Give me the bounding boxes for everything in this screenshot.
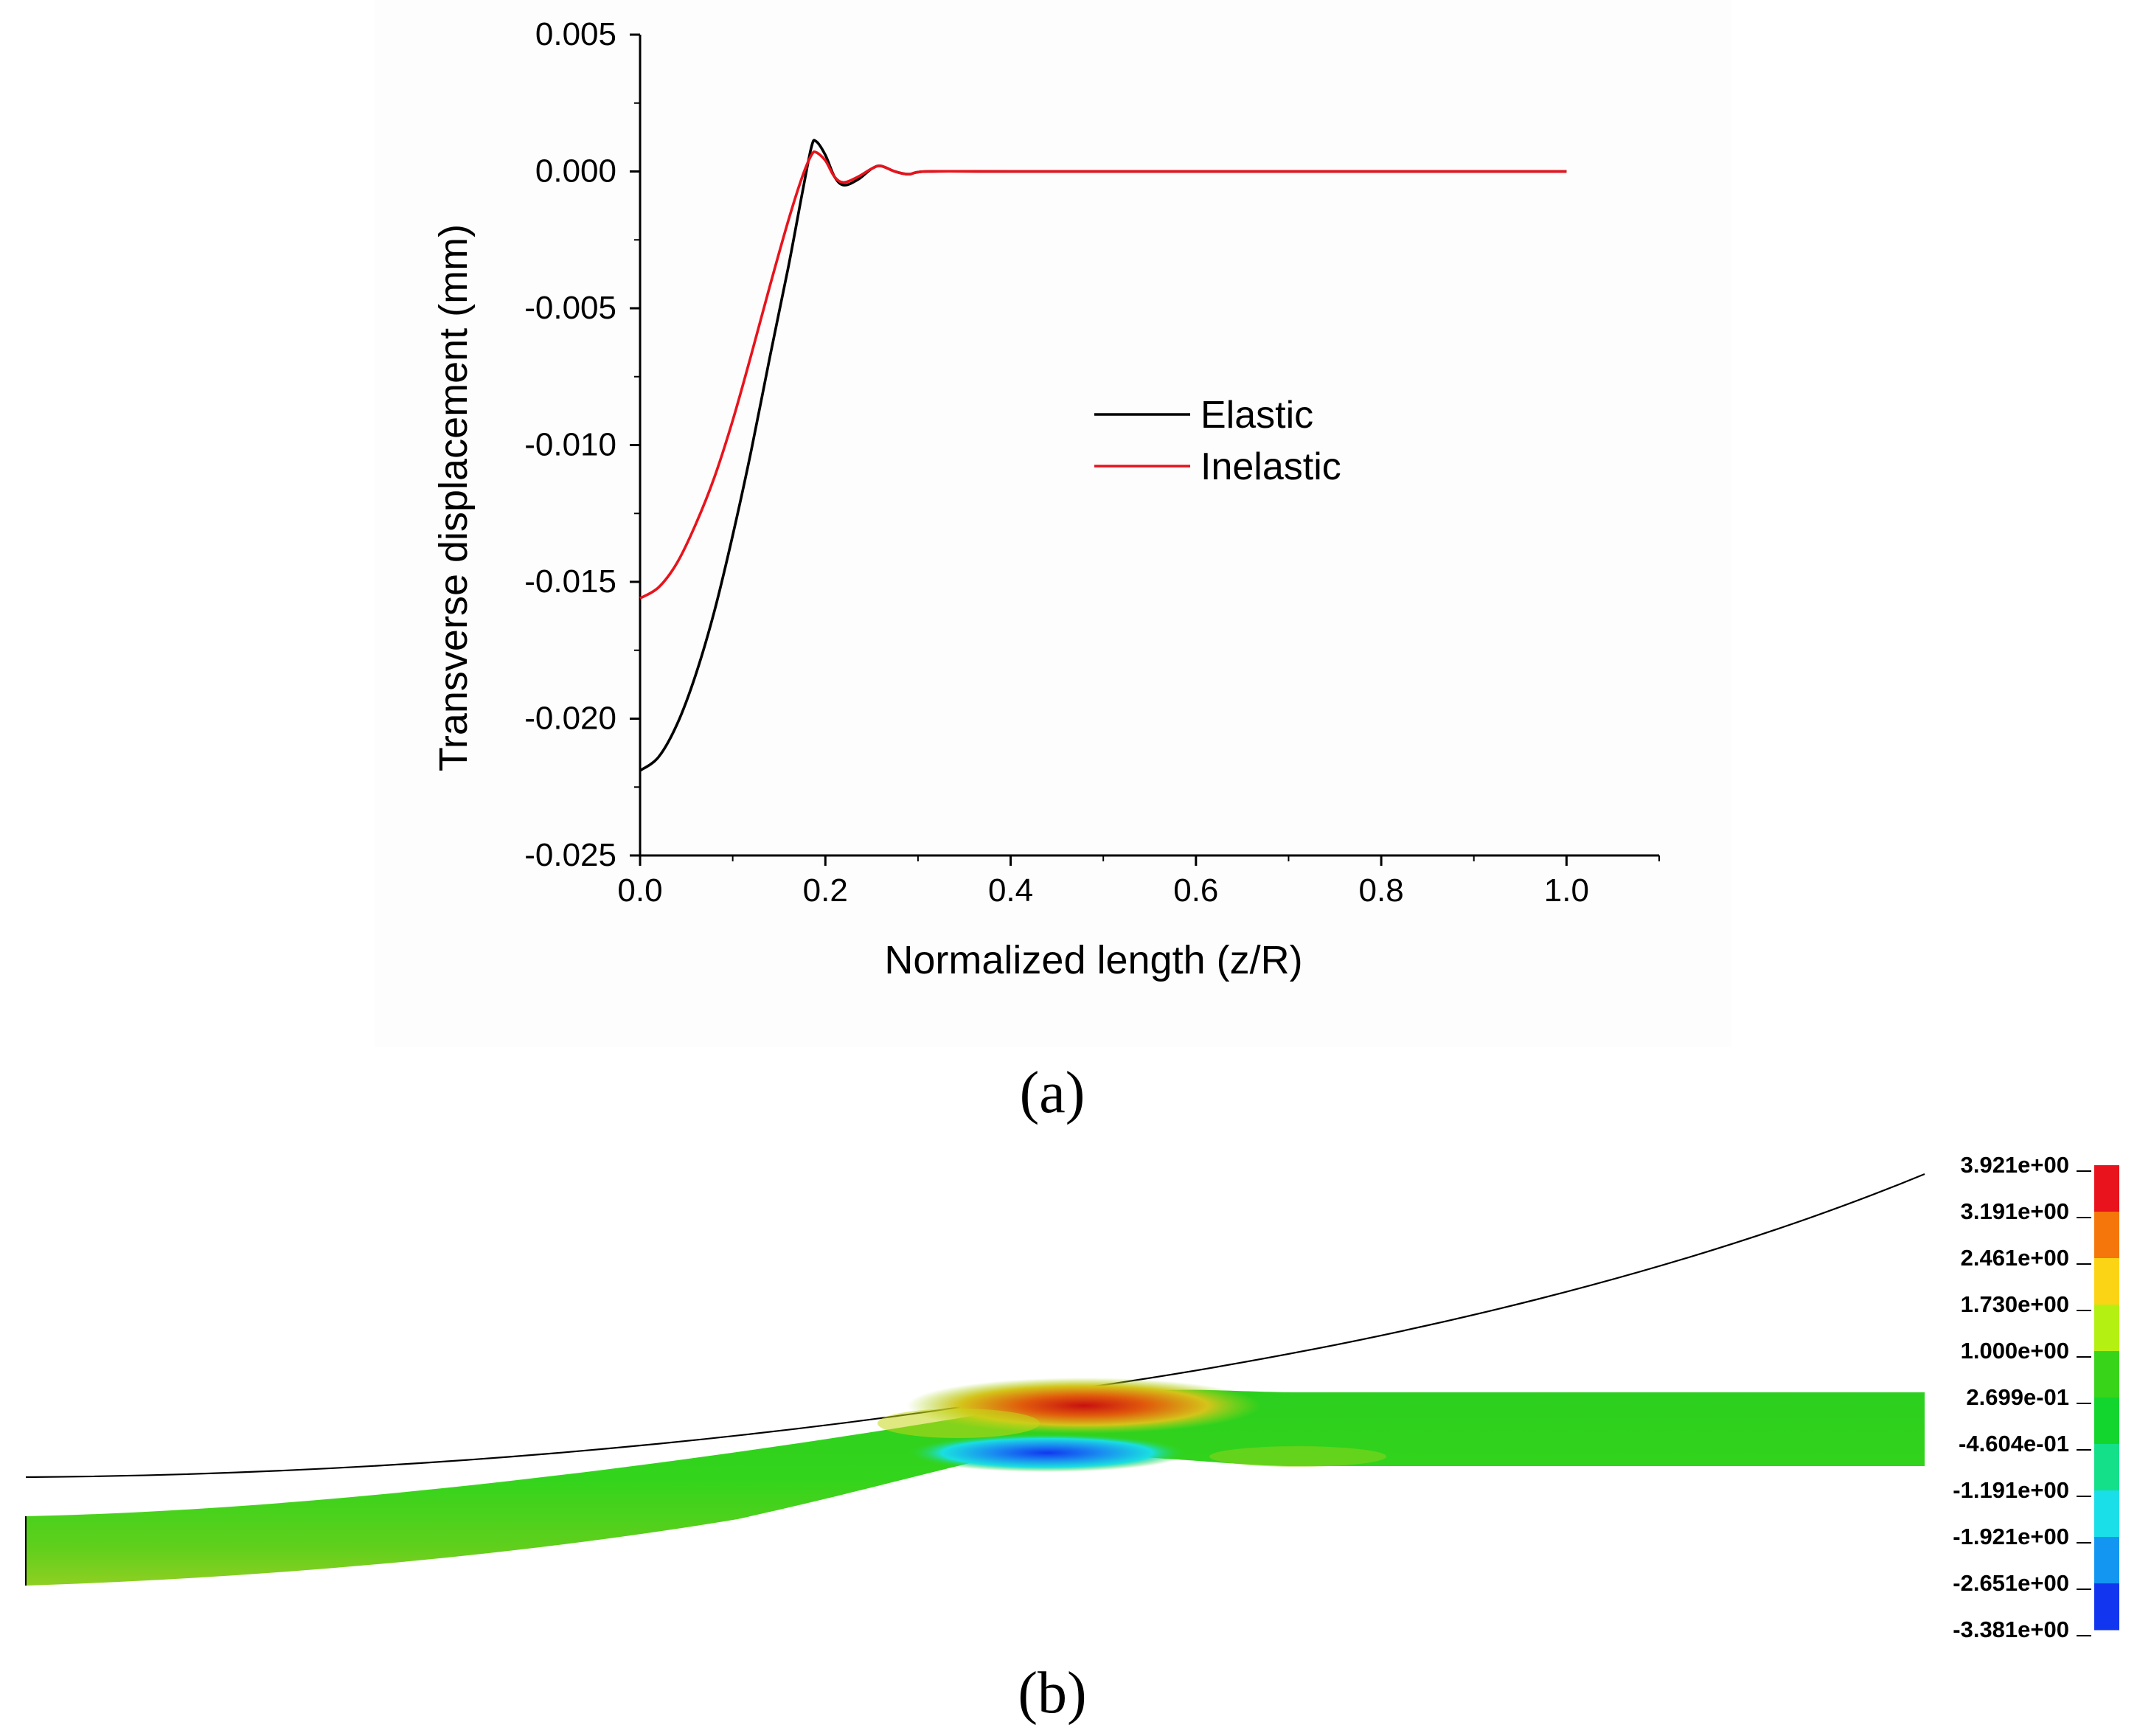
x-tick-label: 0.2 [803, 872, 848, 909]
colorbar-segment [2094, 1305, 2119, 1352]
compression-zone [907, 1434, 1187, 1472]
colorbar-label: 2.461e+00 [1961, 1245, 2069, 1271]
chart-legend: Elastic Inelastic [1094, 394, 1341, 488]
x-tick-label: 0.8 [1359, 872, 1404, 909]
colorbar-segment [2094, 1444, 2119, 1491]
colorbar-label: -2.651e+00 [1953, 1570, 2069, 1596]
colorbar-label: 3.921e+00 [1961, 1152, 2069, 1178]
y-tick-label: -0.020 [524, 701, 616, 737]
colorbar-label: 1.000e+00 [1961, 1338, 2069, 1364]
colorbar-segment [2094, 1351, 2119, 1398]
colorbar-label: 3.191e+00 [1961, 1198, 2069, 1224]
x-tick-label: 1.0 [1544, 872, 1589, 909]
beam-band [26, 1389, 1925, 1586]
y-tick-label: -0.010 [524, 427, 616, 463]
chart-ticks: 0.0 0.2 0.4 0.6 0.8 1.0 0.005 0.000 -0.005 -0.010… [524, 16, 1660, 909]
x-tick-label: 0.0 [617, 872, 662, 909]
yellow-patch [878, 1409, 1040, 1438]
caption-a: (a) [1020, 1060, 1085, 1125]
colorbar-segment [2094, 1165, 2119, 1212]
caption-b: (b) [1018, 1661, 1086, 1726]
colorbar-segment [2094, 1537, 2119, 1584]
colorbar-segment [2094, 1583, 2119, 1631]
legend-label-elastic: Elastic [1200, 394, 1313, 437]
x-tick-label: 0.6 [1173, 872, 1218, 909]
colorbar-segment [2094, 1490, 2119, 1538]
lower-patch [1209, 1446, 1386, 1467]
series-line-inelastic [639, 150, 1567, 600]
colorbar-label: 2.699e-01 [1966, 1384, 2069, 1410]
x-tick-label: 0.4 [988, 872, 1033, 909]
chart-series [639, 139, 1567, 772]
plot-background [375, 0, 1731, 1047]
colorbar-segment [2094, 1212, 2119, 1259]
colorbar-segment [2094, 1258, 2119, 1305]
deformed-beam-contour: 3.921e+00 3.191e+00 2.461e+00 1.730e+00 1.00… [25, 1152, 2119, 1642]
legend-label-inelastic: Inelastic [1200, 445, 1341, 488]
colorbar: 3.921e+00 3.191e+00 2.461e+00 1.730e+00 1.00… [1953, 1152, 2119, 1642]
y-tick-label: -0.025 [524, 837, 616, 873]
y-tick-label: -0.005 [524, 290, 616, 326]
colorbar-label: -1.191e+00 [1953, 1477, 2069, 1503]
y-tick-label: 0.005 [535, 16, 616, 52]
colorbar-segment [2094, 1398, 2119, 1445]
colorbar-label: -4.604e-01 [1959, 1431, 2069, 1456]
y-tick-label: -0.015 [524, 563, 616, 600]
colorbar-label: 1.730e+00 [1961, 1291, 2069, 1317]
y-tick-label: 0.000 [535, 153, 616, 190]
colorbar-label: -1.921e+00 [1953, 1524, 2069, 1549]
y-axis-label: Transverse displacement (mm) [431, 224, 476, 771]
chart-a: 0.0 0.2 0.4 0.6 0.8 1.0 0.005 0.000 -0.005 -0.010… [375, 0, 1731, 1047]
x-axis-label: Normalized length (z/R) [884, 938, 1302, 982]
colorbar-label: -3.381e+00 [1953, 1617, 2069, 1642]
